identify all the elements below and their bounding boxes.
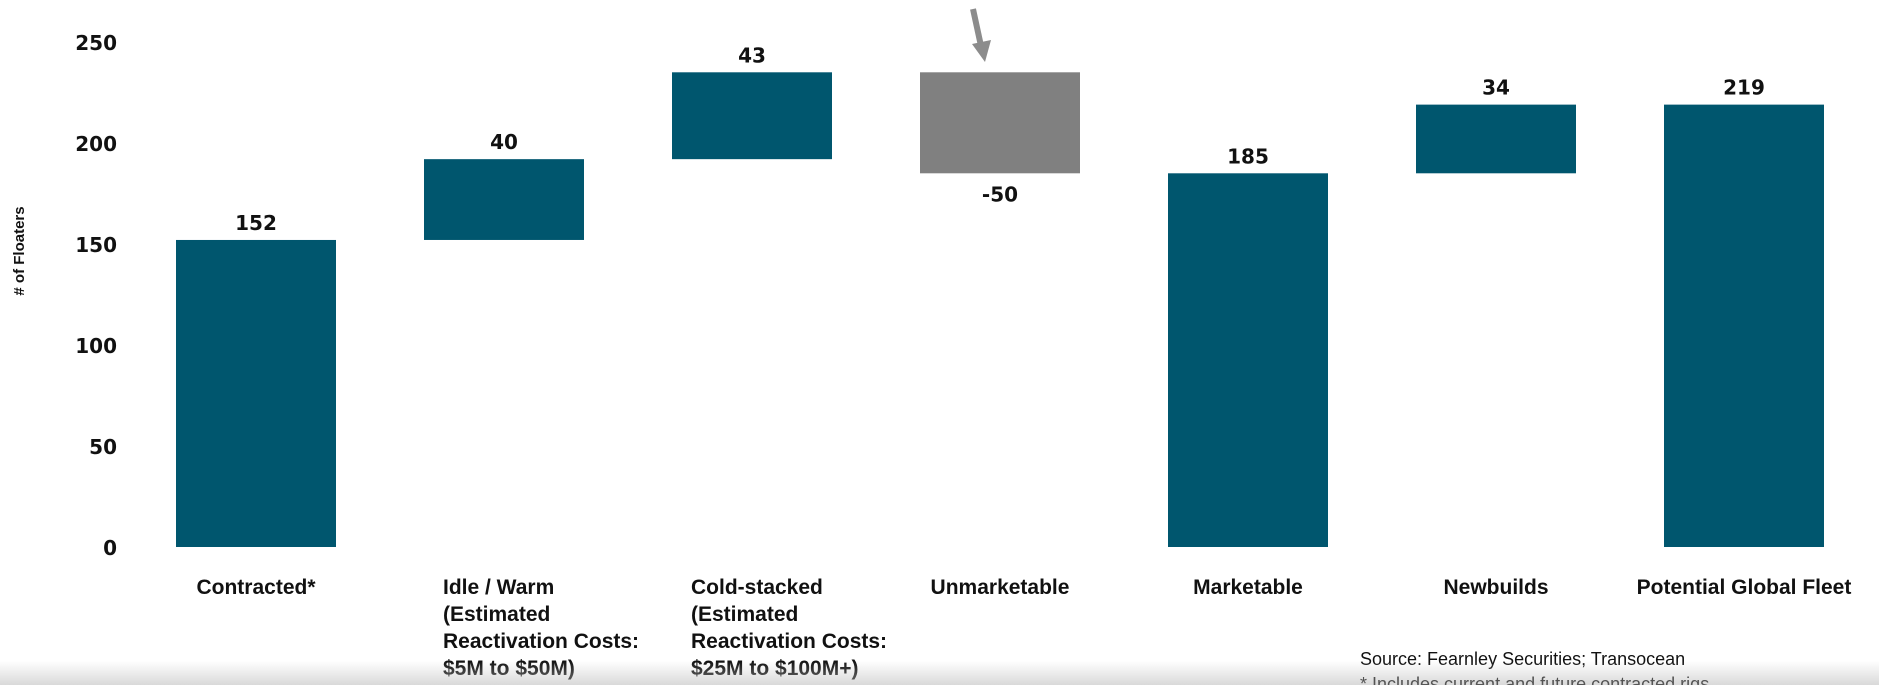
y-tick-label: 150 — [75, 233, 117, 257]
bar-cold-stacked — [672, 72, 832, 160]
data-label: 34 — [1482, 76, 1510, 100]
footnote: * Includes current and future contracted… — [1360, 674, 1710, 685]
category-label: Marketable — [1193, 574, 1303, 601]
category-sublabel: (Estimated — [443, 603, 551, 626]
category-name: Contracted* — [196, 576, 316, 599]
arrow-head — [972, 40, 991, 62]
category-sublabel: $5M to $50M) — [443, 657, 575, 680]
category-sublabel: Reactivation Costs: — [443, 630, 640, 653]
y-axis-label: # of Floaters — [11, 206, 28, 295]
category-label: Idle / Warm (Estimated Reactivation Costs:… — [443, 574, 639, 682]
data-label: 185 — [1227, 144, 1269, 168]
bar-idle-warm — [424, 159, 584, 240]
data-label: -50 — [982, 182, 1018, 206]
category-label: Potential Global Fleet — [1637, 574, 1852, 601]
category-label: Unmarketable — [931, 574, 1070, 601]
category-name: Cold-stacked — [691, 576, 823, 599]
source-note: Source: Fearnley Securities; Transocean — [1360, 649, 1686, 669]
category-label: Cold-stacked (Estimated Reactivation Costs… — [691, 574, 887, 682]
category-name: Unmarketable — [930, 576, 1070, 599]
category-name: Potential Global Fleet — [1636, 576, 1852, 599]
y-axis: 0 50 100 150 200 250 — [75, 31, 117, 560]
data-label: 219 — [1723, 76, 1765, 100]
y-tick-label: 0 — [103, 536, 117, 560]
arrow-annotation — [970, 8, 991, 62]
data-label: 43 — [738, 43, 766, 67]
category-name: Marketable — [1193, 576, 1303, 599]
bar-newbuilds — [1416, 104, 1576, 174]
category-label: Newbuilds — [1443, 574, 1548, 601]
y-tick-label: 50 — [89, 435, 117, 459]
bars-group — [176, 72, 1824, 548]
bar-contracted — [176, 239, 336, 547]
bar-unmarketable — [920, 72, 1080, 174]
bar-potential-global-fleet — [1664, 104, 1824, 548]
category-name: Newbuilds — [1443, 576, 1549, 599]
bar-marketable — [1168, 173, 1328, 548]
category-label: Contracted* — [196, 574, 315, 601]
data-labels-group: 152 40 43 -50 185 34 219 — [235, 43, 1765, 235]
data-label: 152 — [235, 211, 277, 235]
category-sublabel: Reactivation Costs: — [691, 630, 888, 653]
category-sublabel: $25M to $100M+) — [691, 657, 859, 680]
category-sublabel: (Estimated — [691, 603, 799, 626]
data-label: 40 — [490, 130, 518, 154]
category-name: Idle / Warm — [443, 576, 555, 599]
y-tick-label: 250 — [75, 31, 117, 55]
y-tick-label: 100 — [75, 334, 117, 358]
arrow-shaft — [970, 8, 984, 47]
y-tick-label: 200 — [75, 132, 117, 156]
